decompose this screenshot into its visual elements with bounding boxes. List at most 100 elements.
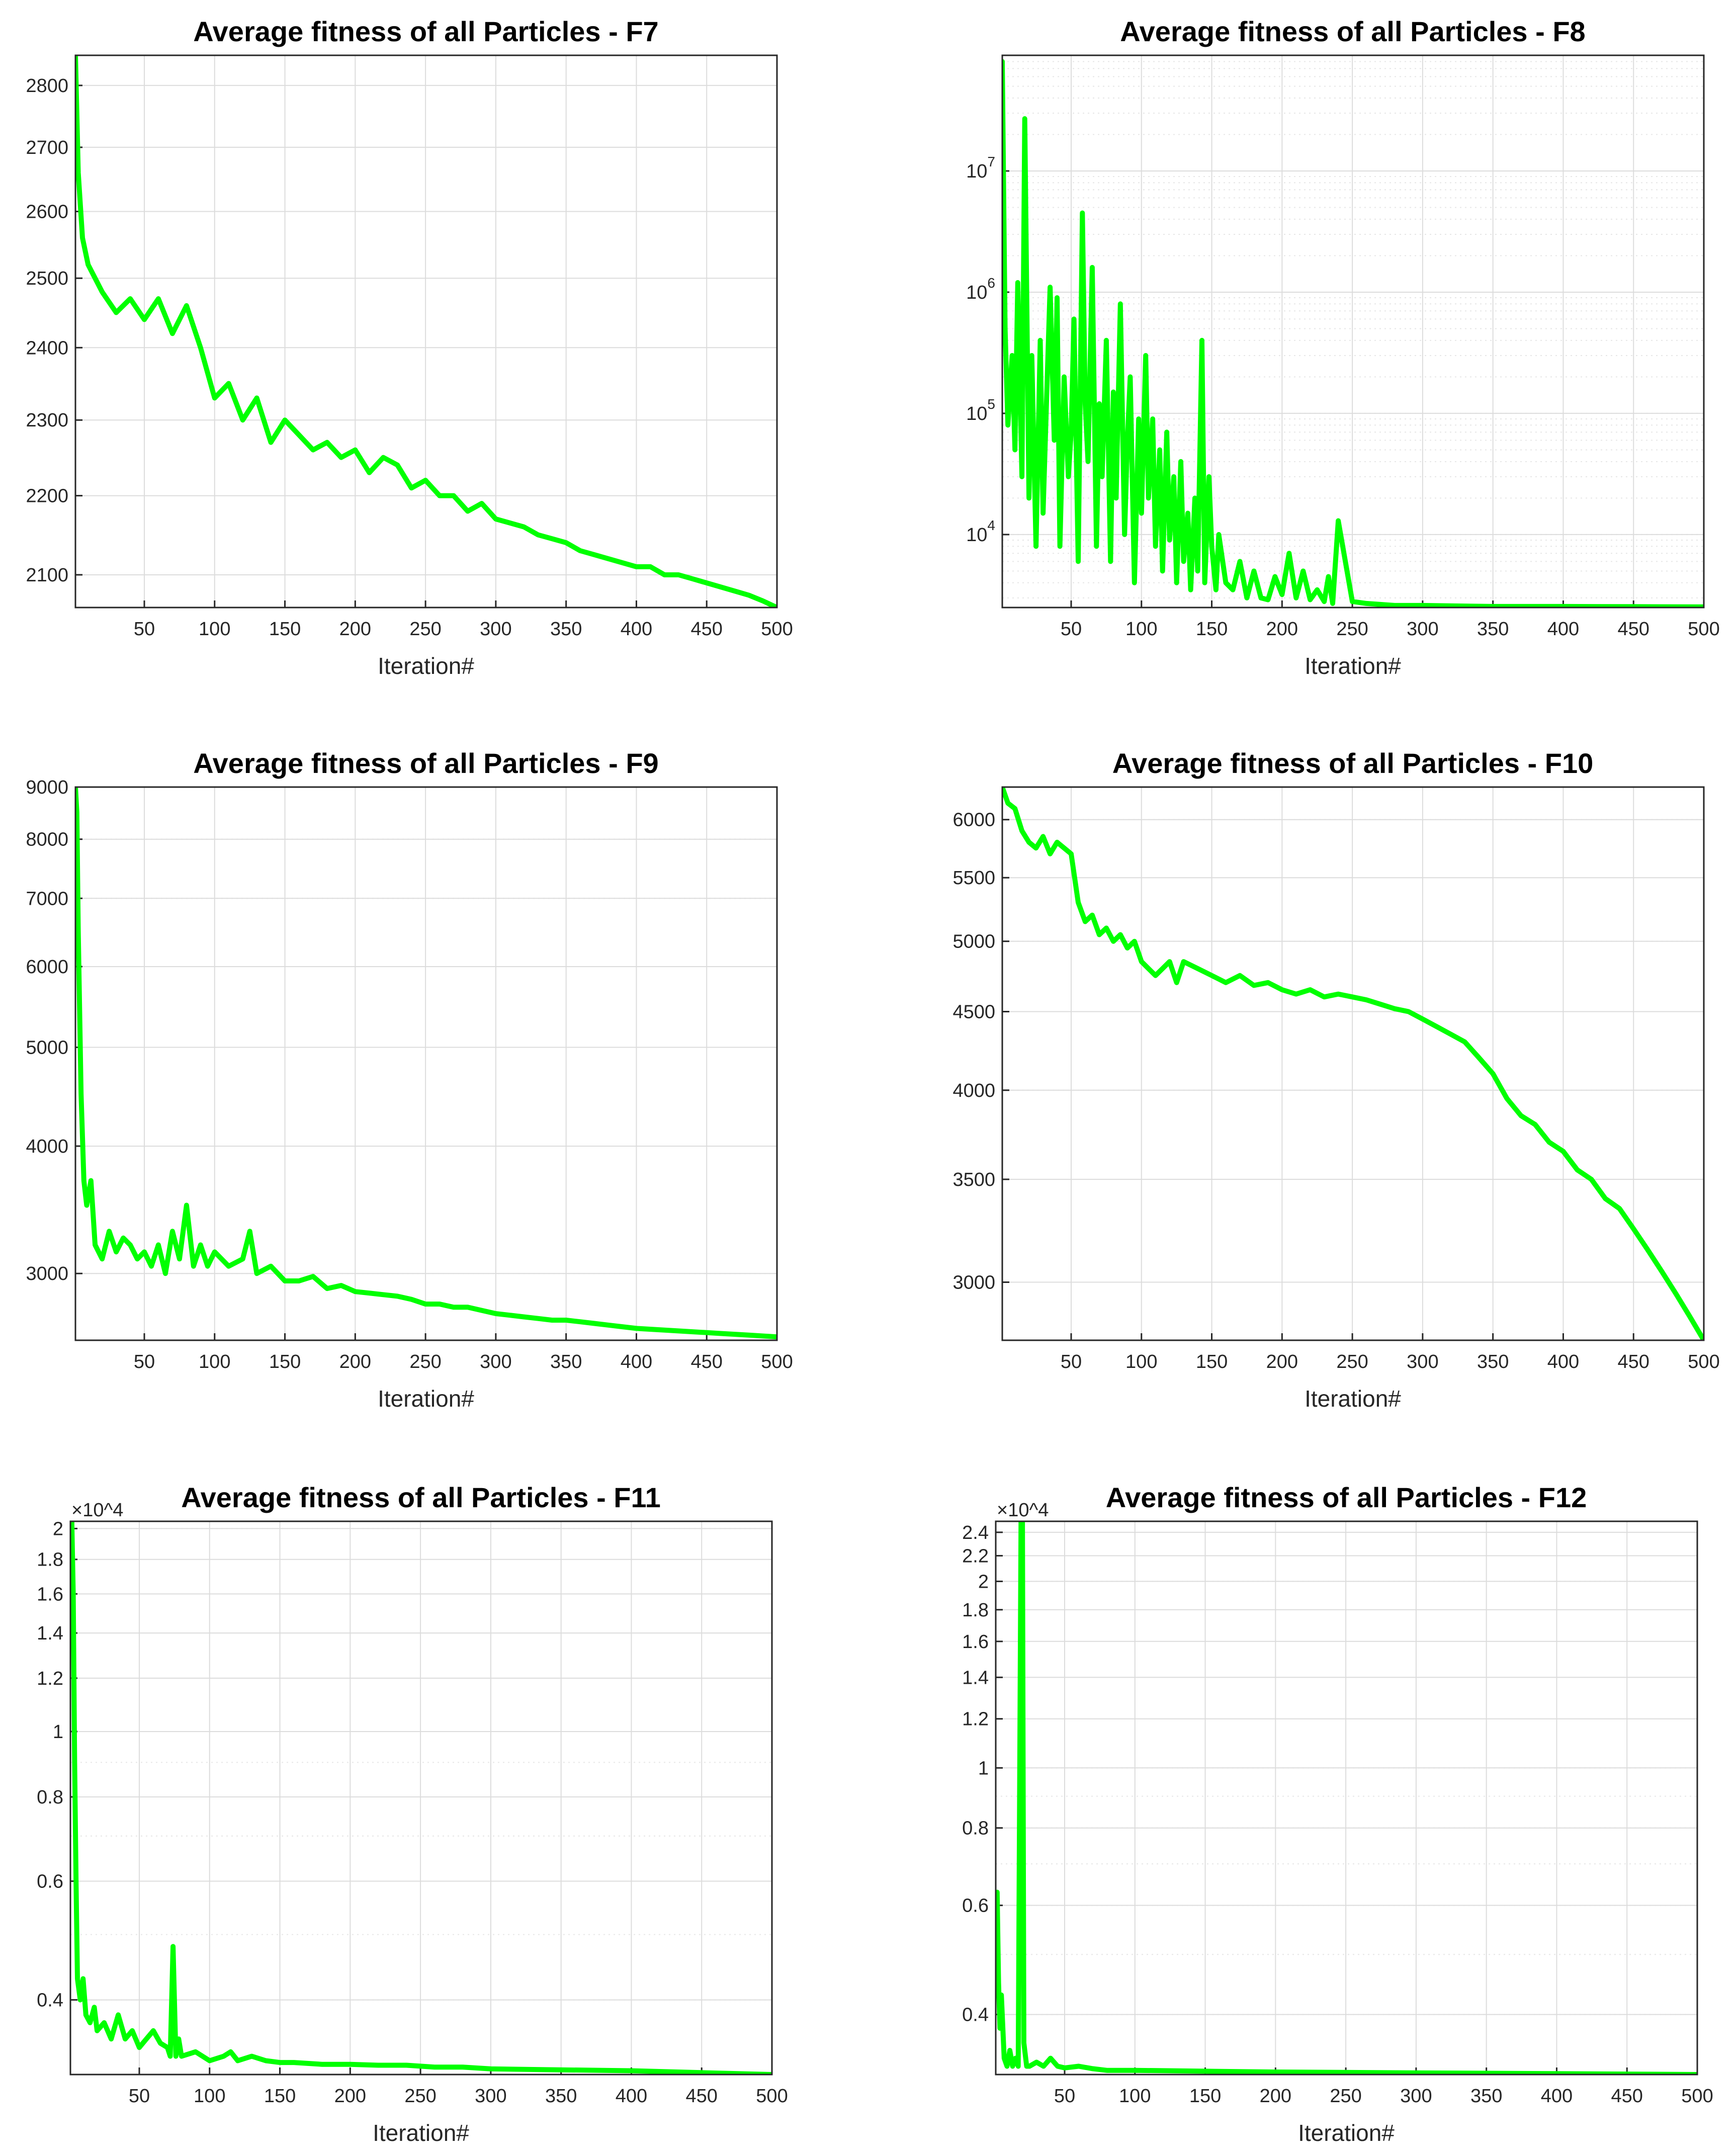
x-tick-label: 250 (1336, 1351, 1368, 1372)
x-axis-label: Iteration# (1305, 653, 1401, 679)
y-tick-label: 2500 (26, 268, 68, 289)
x-tick-label: 400 (621, 619, 652, 640)
x-tick-label: 400 (1541, 2086, 1573, 2107)
chart-f7: Average fitness of all Particles - F7 It… (26, 16, 793, 679)
x-tick-label: 250 (1330, 2086, 1361, 2107)
x-tick-label: 250 (404, 2086, 436, 2107)
x-tick-label: 50 (134, 619, 155, 640)
series-line-f8 (1002, 59, 1704, 608)
x-tick-label: 450 (691, 1351, 723, 1372)
series-line-f11 (70, 1521, 772, 2075)
y-tick-label: 1.2 (962, 1709, 989, 1730)
y-tick-label: 2.2 (962, 1545, 989, 1567)
x-tick-label: 500 (1688, 1351, 1719, 1372)
x-tick-label: 100 (1125, 1351, 1157, 1372)
x-tick-label: 200 (1260, 2086, 1291, 2107)
grid (75, 787, 777, 1340)
x-tick-label: 200 (1266, 1351, 1298, 1372)
y-tick-label: 6000 (952, 810, 995, 831)
x-tick-label: 300 (480, 619, 511, 640)
y-tick-label: 1 (978, 1758, 989, 1779)
y-tick-label: 0.4 (37, 1990, 63, 2011)
x-tick-label: 500 (1688, 619, 1719, 640)
x-tick-label: 100 (199, 1351, 230, 1372)
x-tick-label: 450 (1618, 619, 1650, 640)
y-tick-label: 2 (53, 1518, 63, 1539)
y-tick-label: 1.4 (962, 1667, 989, 1688)
y-tick-label: 1.6 (962, 1631, 989, 1653)
y-tick-label: 7000 (26, 888, 68, 909)
y-tick-label: 4500 (952, 1001, 995, 1022)
axes-frame (74, 54, 778, 609)
chart-f11: Average fitness of all Particles - F11 ×… (37, 1482, 788, 2146)
x-axis-label: Iteration# (1305, 1386, 1401, 1412)
chart-title: Average fitness of all Particles - F11 (181, 1482, 660, 1513)
chart-f10: Average fitness of all Particles - F10 I… (952, 747, 1719, 1412)
y-tick-label: 1.8 (37, 1549, 63, 1571)
x-tick-label: 350 (1470, 2086, 1502, 2107)
y-tick-label: 0.6 (962, 1895, 989, 1917)
x-tick-label: 500 (761, 619, 793, 640)
x-tick-label: 50 (1061, 1351, 1082, 1372)
series-line-f12 (996, 1521, 1697, 2075)
x-tick-label: 300 (1400, 2086, 1432, 2107)
y-tick-label: 0.8 (962, 1818, 989, 1839)
x-tick-label: 50 (129, 2086, 150, 2107)
x-tick-label: 400 (1547, 1351, 1579, 1372)
y-tick-label: 0.6 (37, 1871, 63, 1892)
y-tick-label: 0.4 (962, 2005, 989, 2026)
x-axis-label: Iteration# (373, 2120, 469, 2146)
x-tick-label: 350 (550, 619, 582, 640)
y-tick-label: 5000 (952, 931, 995, 953)
x-tick-label: 500 (761, 1351, 793, 1372)
y-tick-label: 1.4 (37, 1623, 63, 1644)
x-tick-label: 150 (264, 2086, 296, 2107)
x-tick-label: 200 (339, 1351, 371, 1372)
chart-title: Average fitness of all Particles - F8 (1120, 16, 1585, 47)
y-tick-label: 1 (53, 1721, 63, 1743)
x-tick-label: 200 (334, 2086, 366, 2107)
y-tick-label: 2.4 (962, 1522, 989, 1543)
x-tick-label: 350 (1477, 619, 1509, 640)
y-tick-label: 3000 (26, 1263, 68, 1284)
x-tick-label: 100 (1125, 619, 1157, 640)
x-tick-label: 350 (545, 2086, 577, 2107)
chart-title: Average fitness of all Particles - F9 (193, 747, 658, 779)
chart-title: Average fitness of all Particles - F10 (1112, 747, 1594, 779)
x-tick-label: 300 (1407, 619, 1438, 640)
x-tick-label: 100 (194, 2086, 225, 2107)
chart-f12: Average fitness of all Particles - F12 ×… (962, 1482, 1713, 2146)
y-tick-label: 2 (978, 1571, 989, 1592)
x-tick-label: 400 (616, 2086, 647, 2107)
x-tick-label: 450 (686, 2086, 718, 2107)
y-exponent-label: ×10^4 (997, 1500, 1049, 1521)
series-line-f7 (75, 55, 777, 608)
axes-frame (995, 1520, 1698, 2076)
x-tick-label: 450 (1611, 2086, 1643, 2107)
x-tick-label: 350 (550, 1351, 582, 1372)
x-tick-label: 150 (1196, 619, 1228, 640)
x-tick-label: 300 (1407, 1351, 1438, 1372)
y-tick-label: 0.8 (37, 1787, 63, 1808)
x-tick-label: 350 (1477, 1351, 1509, 1372)
y-tick-label: 2400 (26, 337, 68, 359)
y-tick-label: 1.2 (37, 1668, 63, 1689)
y-tick-label: 8000 (26, 829, 68, 850)
x-tick-label: 300 (480, 1351, 511, 1372)
chart-title: Average fitness of all Particles - F7 (193, 16, 658, 47)
x-tick-label: 50 (1061, 619, 1082, 640)
y-tick-label: 3500 (952, 1169, 995, 1190)
axes-frame (74, 786, 778, 1341)
x-tick-label: 300 (475, 2086, 506, 2107)
x-tick-label: 100 (199, 619, 230, 640)
y-tick-label: 5500 (952, 868, 995, 889)
x-tick-label: 150 (269, 619, 301, 640)
grid (1002, 55, 1704, 608)
y-tick-label: 9000 (26, 777, 68, 798)
x-tick-label: 400 (621, 1351, 652, 1372)
y-tick-label: 2700 (26, 137, 68, 158)
y-tick-label: 4000 (26, 1136, 68, 1157)
axes-frame (69, 1520, 773, 2076)
axes-frame (1001, 54, 1705, 609)
